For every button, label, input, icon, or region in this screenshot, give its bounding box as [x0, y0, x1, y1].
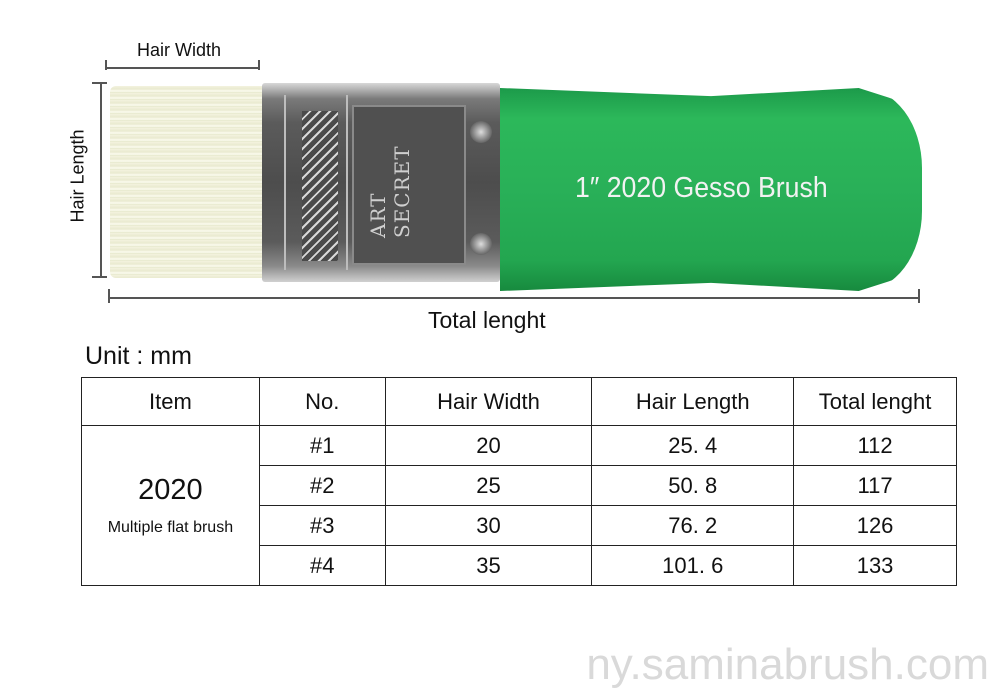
spec-table: Item No. Hair Width Hair Length Total le… — [81, 377, 957, 586]
cell-no: #2 — [258, 465, 386, 506]
header-hair-length: Hair Length — [591, 377, 795, 426]
hair-length-dimension-line — [100, 82, 102, 277]
header-hair-width: Hair Width — [384, 377, 593, 426]
cell-hair-length: 25. 4 — [591, 425, 795, 466]
cell-total-length: 117 — [793, 465, 957, 506]
hair-width-label: Hair Width — [137, 40, 222, 60]
cell-hair-width: 30 — [384, 505, 593, 546]
cell-hair-width: 20 — [384, 425, 593, 466]
header-total-length: Total lenght — [793, 377, 957, 426]
cell-hair-width: 25 — [384, 465, 593, 506]
cell-hair-length: 50. 8 — [591, 465, 795, 506]
header-no: No. — [258, 377, 386, 426]
item-name: 2020 — [138, 474, 203, 506]
handle-text: 1″ 2020 Gesso Brush — [575, 172, 828, 204]
dimension-tick — [918, 289, 920, 303]
brush-ferrule: ART SECRET — [262, 83, 500, 282]
total-length-dimension-line — [108, 297, 919, 299]
header-item: Item — [81, 377, 260, 426]
cell-hair-width: 35 — [384, 545, 593, 586]
table-row: 2020 Multiple flat brush #1 20 25. 4 112 — [81, 425, 957, 586]
dimension-tick — [105, 60, 107, 70]
brand-marking: ART SECRET — [366, 145, 414, 238]
ferrule-hatch-pattern — [302, 111, 338, 261]
item-cell: 2020 Multiple flat brush — [81, 425, 260, 586]
cell-total-length: 133 — [793, 545, 957, 586]
ferrule-plate — [352, 105, 466, 265]
total-length-label: Total lenght — [428, 307, 546, 333]
cell-no: #3 — [258, 505, 386, 546]
hair-width-dimension-line — [105, 67, 260, 69]
watermark: ny.saminabrush.com — [586, 640, 989, 689]
rivet-icon — [470, 121, 492, 143]
cell-no: #4 — [258, 545, 386, 586]
table-header-row: Item No. Hair Width Hair Length Total le… — [81, 377, 957, 426]
table-row: #4 35 101. 6 133 — [82, 545, 957, 586]
cell-hair-length: 76. 2 — [591, 505, 795, 546]
hair-length-label: Hair Length — [67, 129, 88, 223]
unit-label: Unit : mm — [85, 342, 192, 370]
dimension-tick — [92, 82, 107, 84]
brush-handle — [500, 88, 922, 291]
rivet-icon — [470, 233, 492, 255]
cell-no: #1 — [258, 425, 386, 466]
cell-total-length: 112 — [793, 425, 957, 466]
brush-bristles — [110, 86, 264, 278]
cell-hair-length: 101. 6 — [591, 545, 795, 586]
dimension-tick — [92, 276, 107, 278]
item-description: Multiple flat brush — [107, 519, 234, 536]
dimension-tick — [258, 60, 260, 70]
dimension-tick — [108, 289, 110, 303]
cell-total-length: 126 — [793, 505, 957, 546]
